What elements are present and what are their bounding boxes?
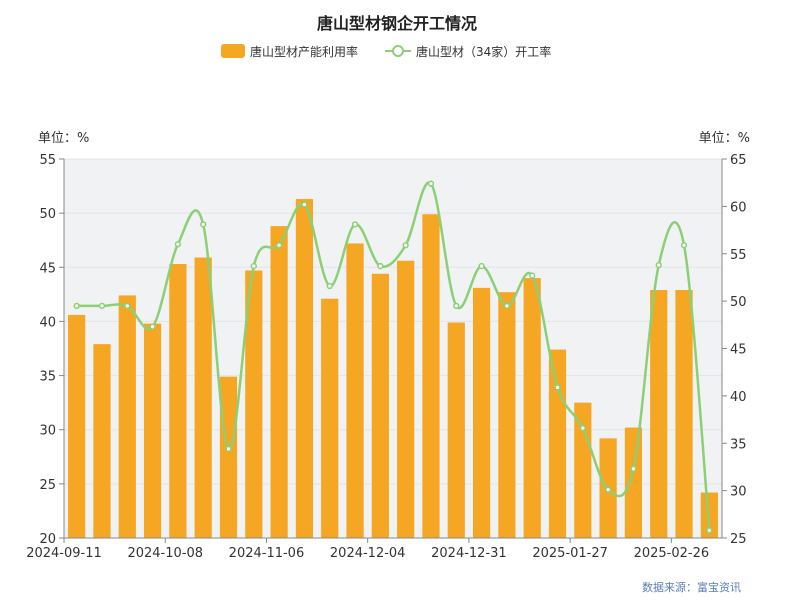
bar[interactable] (548, 349, 567, 538)
left-tick-label: 45 (39, 261, 56, 276)
bar[interactable] (422, 214, 440, 538)
bar[interactable] (523, 278, 541, 538)
right-tick-label: 65 (730, 153, 747, 168)
bar[interactable] (624, 427, 643, 538)
line-point[interactable] (326, 282, 333, 290)
line-point[interactable] (630, 465, 637, 472)
right-tick-label: 45 (730, 343, 747, 358)
line-point[interactable] (478, 262, 485, 270)
x-tick-label: 2024-12-31 (431, 546, 507, 561)
line-point[interactable] (579, 424, 586, 432)
bar[interactable] (321, 298, 339, 538)
left-tick-label: 50 (39, 207, 56, 222)
bar[interactable] (93, 344, 111, 538)
line-point[interactable] (73, 302, 80, 310)
bar[interactable] (675, 290, 693, 538)
bar[interactable] (270, 226, 288, 538)
x-tick-label: 2025-02-26 (634, 546, 710, 561)
left-tick-label: 35 (39, 370, 56, 385)
bar[interactable] (472, 287, 491, 538)
bar[interactable] (498, 292, 516, 538)
plot-area (64, 159, 722, 538)
line-series (73, 180, 713, 534)
legend-bar-swatch (221, 44, 245, 58)
line-point[interactable] (402, 242, 409, 249)
left-tick-label: 30 (39, 424, 56, 439)
axes: 20 25 30 35 40 45 50 55 25 30 35 40 45 50 55 60 65 2024-0… (26, 153, 746, 561)
left-tick-label: 20 (39, 532, 56, 547)
line-point[interactable] (706, 527, 713, 534)
line-point[interactable] (174, 241, 182, 248)
x-tick-label: 2025-01-27 (532, 546, 608, 561)
right-tick-label: 55 (730, 248, 747, 263)
line-point[interactable] (275, 242, 283, 249)
line-point[interactable] (503, 302, 511, 310)
left-axis-unit: 单位：% (38, 131, 89, 146)
right-tick-label: 30 (730, 485, 747, 500)
chart-title: 唐山型材钢企开工情况 (317, 14, 477, 33)
bar[interactable] (650, 290, 668, 538)
right-axis-unit: 单位：% (699, 131, 750, 146)
bar[interactable] (169, 264, 187, 538)
line-point[interactable] (427, 180, 435, 187)
line-point[interactable] (225, 445, 232, 453)
bar[interactable] (118, 295, 136, 538)
line-point[interactable] (301, 201, 308, 208)
bar[interactable] (219, 376, 238, 538)
right-tick-label: 25 (730, 532, 747, 547)
bar-series (68, 199, 718, 538)
legend-line-label: 唐山型材（34家）开工率 (416, 44, 551, 59)
line-point[interactable] (554, 384, 561, 391)
line-point[interactable] (250, 262, 257, 270)
left-tick-label: 55 (39, 153, 56, 168)
x-tick-label: 2024-10-08 (127, 546, 203, 561)
left-tick-label: 40 (39, 315, 56, 330)
right-tick-label: 60 (730, 200, 747, 215)
line-point[interactable] (200, 221, 207, 228)
bar[interactable] (143, 323, 162, 538)
data-source: 数据来源：富宝资讯 (642, 580, 741, 594)
bar[interactable] (194, 257, 212, 538)
bar[interactable] (346, 243, 364, 538)
bar[interactable] (447, 322, 465, 538)
line-point[interactable] (351, 221, 359, 228)
legend-item-bar[interactable]: 唐山型材产能利用率 (221, 44, 358, 59)
legend-line-marker (392, 45, 404, 57)
left-tick-label: 25 (39, 478, 56, 493)
x-tick-label: 2024-09-11 (26, 546, 102, 561)
bar[interactable] (371, 273, 389, 538)
line-point[interactable] (529, 272, 536, 279)
line-point[interactable] (680, 242, 688, 249)
line-point[interactable] (604, 486, 612, 493)
bar[interactable] (68, 314, 86, 538)
line-point[interactable] (377, 262, 384, 270)
right-tick-label: 50 (730, 295, 747, 310)
line-point[interactable] (98, 302, 106, 310)
right-tick-label: 35 (730, 437, 747, 452)
bar[interactable] (295, 199, 314, 538)
line-point[interactable] (655, 261, 662, 269)
x-tick-label: 2024-11-06 (229, 546, 305, 561)
bar[interactable] (245, 270, 263, 538)
line-point[interactable] (149, 323, 156, 330)
x-tick-label: 2024-12-04 (330, 546, 406, 561)
legend-item-line[interactable]: 唐山型材（34家）开工率 (385, 44, 551, 59)
right-tick-label: 40 (730, 390, 747, 405)
legend-bar-label: 唐山型材产能利用率 (250, 44, 358, 59)
line-point[interactable] (453, 302, 460, 310)
bar[interactable] (397, 260, 415, 538)
legend: 唐山型材产能利用率 唐山型材（34家）开工率 (221, 44, 551, 59)
line-point[interactable] (124, 302, 131, 310)
bar[interactable] (574, 402, 592, 538)
